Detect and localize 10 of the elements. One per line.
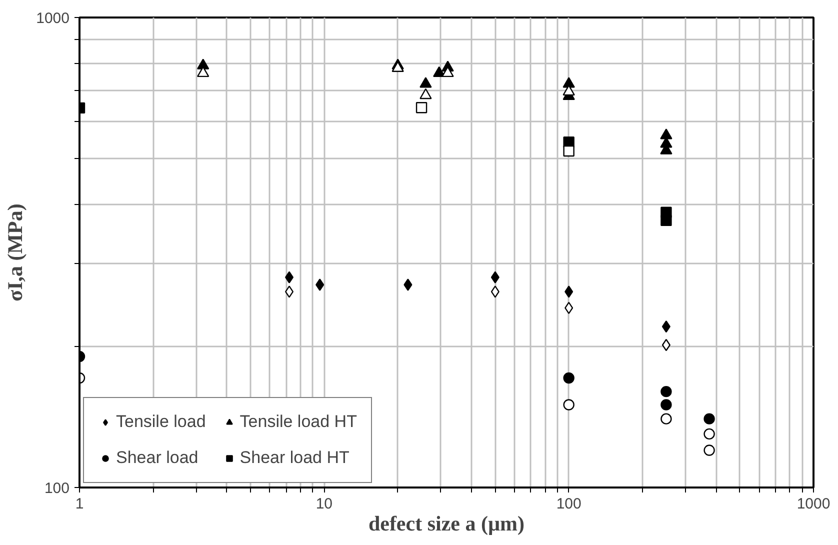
x-tick-label: 10 <box>316 496 333 512</box>
y-axis-title: σI,a (MPa) <box>3 204 28 302</box>
x-axis-title: defect size a (µm) <box>368 512 525 536</box>
legend-label: Shear load HT <box>240 448 350 468</box>
x-tick-label: 100 <box>556 496 582 512</box>
x-tick-label: 1000 <box>796 496 830 512</box>
legend-label: Shear load <box>116 448 198 468</box>
x-tick-label: 1 <box>75 496 84 512</box>
legend-label: Tensile load HT <box>240 412 357 432</box>
legend-label: Tensile load <box>116 412 206 432</box>
